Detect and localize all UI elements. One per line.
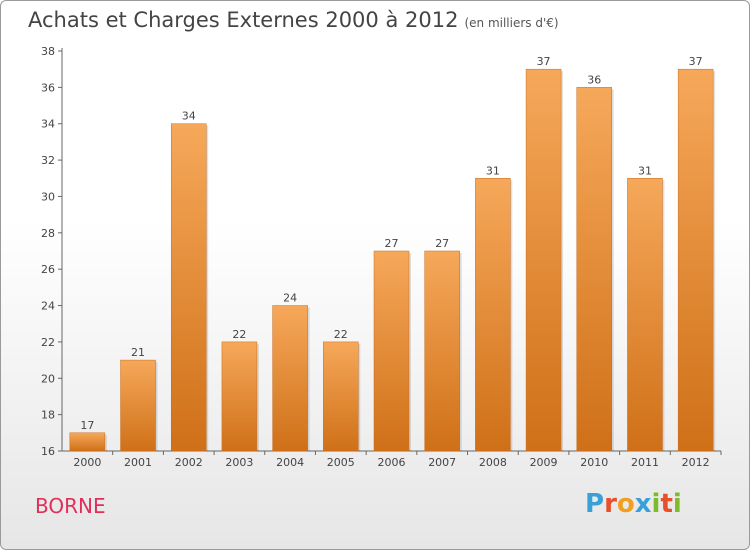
x-tick-label: 2002 [175, 456, 203, 469]
bar [373, 250, 410, 452]
logo-letter: P [585, 489, 605, 519]
x-tick-label: 2004 [276, 456, 304, 469]
data-label: 37 [537, 55, 551, 68]
data-label: 37 [689, 55, 703, 68]
y-tick-label: 16 [41, 445, 55, 458]
bar [475, 178, 511, 452]
x-tick-label: 2010 [580, 456, 608, 469]
data-label: 22 [232, 328, 246, 341]
x-tick-label: 2012 [682, 456, 710, 469]
bar [272, 305, 308, 452]
y-tick-label: 24 [41, 300, 55, 313]
x-tick-label: 2008 [479, 456, 507, 469]
x-tick-label: 2001 [124, 456, 152, 469]
y-tick-label: 36 [41, 81, 55, 94]
chart-title: Achats et Charges Externes 2000 à 2012 (e… [28, 8, 559, 32]
logo-letter: i [672, 489, 682, 519]
data-label: 22 [334, 328, 348, 341]
chart-unit: (en milliers d'€) [464, 16, 559, 30]
data-label: 17 [80, 419, 94, 432]
y-tick-label: 30 [41, 190, 55, 203]
commune-name: BORNE [35, 494, 106, 518]
x-tick-label: 2011 [631, 456, 659, 469]
bar [221, 341, 258, 452]
chart-title-text: Achats et Charges Externes 2000 à 2012 [28, 8, 459, 32]
data-label: 24 [283, 292, 297, 305]
bar [576, 87, 613, 452]
bar [627, 178, 663, 452]
logo-letter: o [616, 489, 635, 519]
y-tick-label: 32 [41, 154, 55, 167]
data-label: 31 [486, 164, 500, 177]
bar [69, 432, 106, 452]
x-tick-label: 2007 [428, 456, 456, 469]
bar [677, 68, 714, 452]
y-tick-label: 38 [41, 45, 55, 58]
bar [323, 341, 359, 452]
y-tick-label: 22 [41, 336, 55, 349]
data-label: 27 [385, 237, 399, 250]
bar [120, 359, 156, 452]
x-tick-label: 2005 [327, 456, 355, 469]
data-label: 36 [587, 73, 601, 86]
data-label: 27 [435, 237, 449, 250]
bar [424, 250, 460, 452]
y-tick-label: 26 [41, 263, 55, 276]
y-tick-label: 18 [41, 409, 55, 422]
x-tick-label: 2003 [225, 456, 253, 469]
data-label: 21 [131, 346, 145, 359]
logo-letter: r [604, 489, 617, 519]
bar [525, 68, 562, 452]
proxiti-logo[interactable]: Proxiti [585, 489, 682, 519]
data-label: 31 [638, 164, 652, 177]
logo-letter: t [660, 489, 673, 519]
x-tick-label: 2000 [73, 456, 101, 469]
y-tick-label: 34 [41, 118, 55, 131]
logo-letter: i [651, 489, 661, 519]
bar [170, 123, 207, 452]
y-tick-label: 28 [41, 227, 55, 240]
y-tick-label: 20 [41, 372, 55, 385]
logo-letter: x [634, 489, 652, 519]
x-tick-label: 2006 [378, 456, 406, 469]
data-label: 34 [182, 110, 196, 123]
x-tick-label: 2009 [530, 456, 558, 469]
